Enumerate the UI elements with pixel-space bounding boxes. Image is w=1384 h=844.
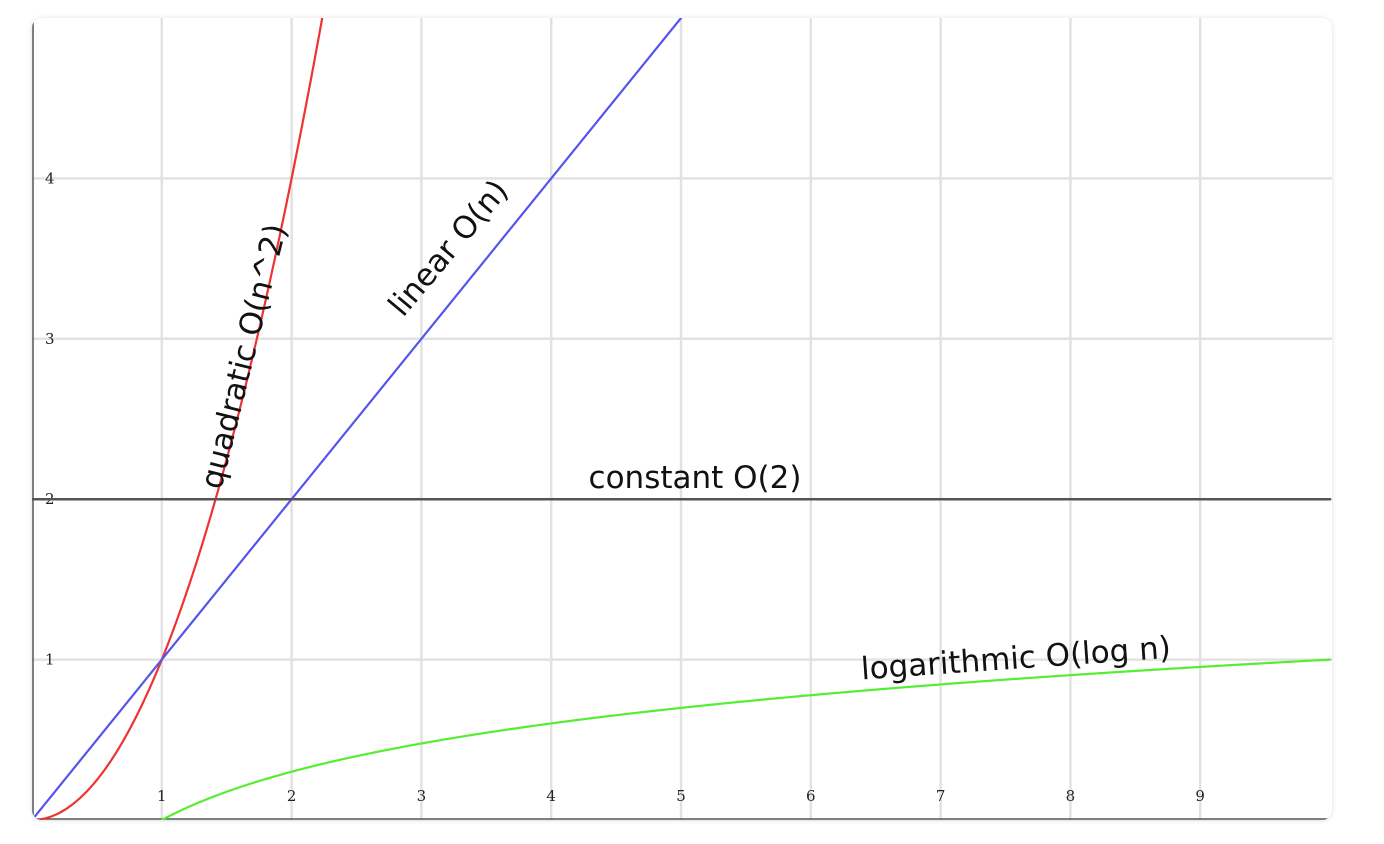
x-tick-label: 9 xyxy=(1195,787,1205,805)
y-tick-label: 3 xyxy=(45,330,55,348)
x-tick-label: 8 xyxy=(1066,787,1076,805)
x-tick-label: 1 xyxy=(157,787,167,805)
x-tick-label: 2 xyxy=(287,787,297,805)
y-tick-label: 4 xyxy=(45,169,55,187)
axes xyxy=(32,18,1332,820)
x-tick-label: 3 xyxy=(417,787,427,805)
x-tick-label: 5 xyxy=(676,787,686,805)
constant-annotation: constant O(2) xyxy=(589,460,802,496)
logarithmic-series-line xyxy=(160,658,1332,820)
series-lines xyxy=(32,18,1332,820)
y-tick-label: 1 xyxy=(45,651,55,669)
x-tick-label: 4 xyxy=(546,787,556,805)
quadratic-annotation: quadratic O(n^2) xyxy=(194,220,295,492)
quadratic-series-line xyxy=(32,18,324,820)
x-tick-label: 6 xyxy=(806,787,816,805)
annotations: quadratic O(n^2) linear O(n)constant O(2)… xyxy=(194,173,1172,687)
linear-series-line xyxy=(32,18,683,820)
x-tick-label: 7 xyxy=(936,787,946,805)
